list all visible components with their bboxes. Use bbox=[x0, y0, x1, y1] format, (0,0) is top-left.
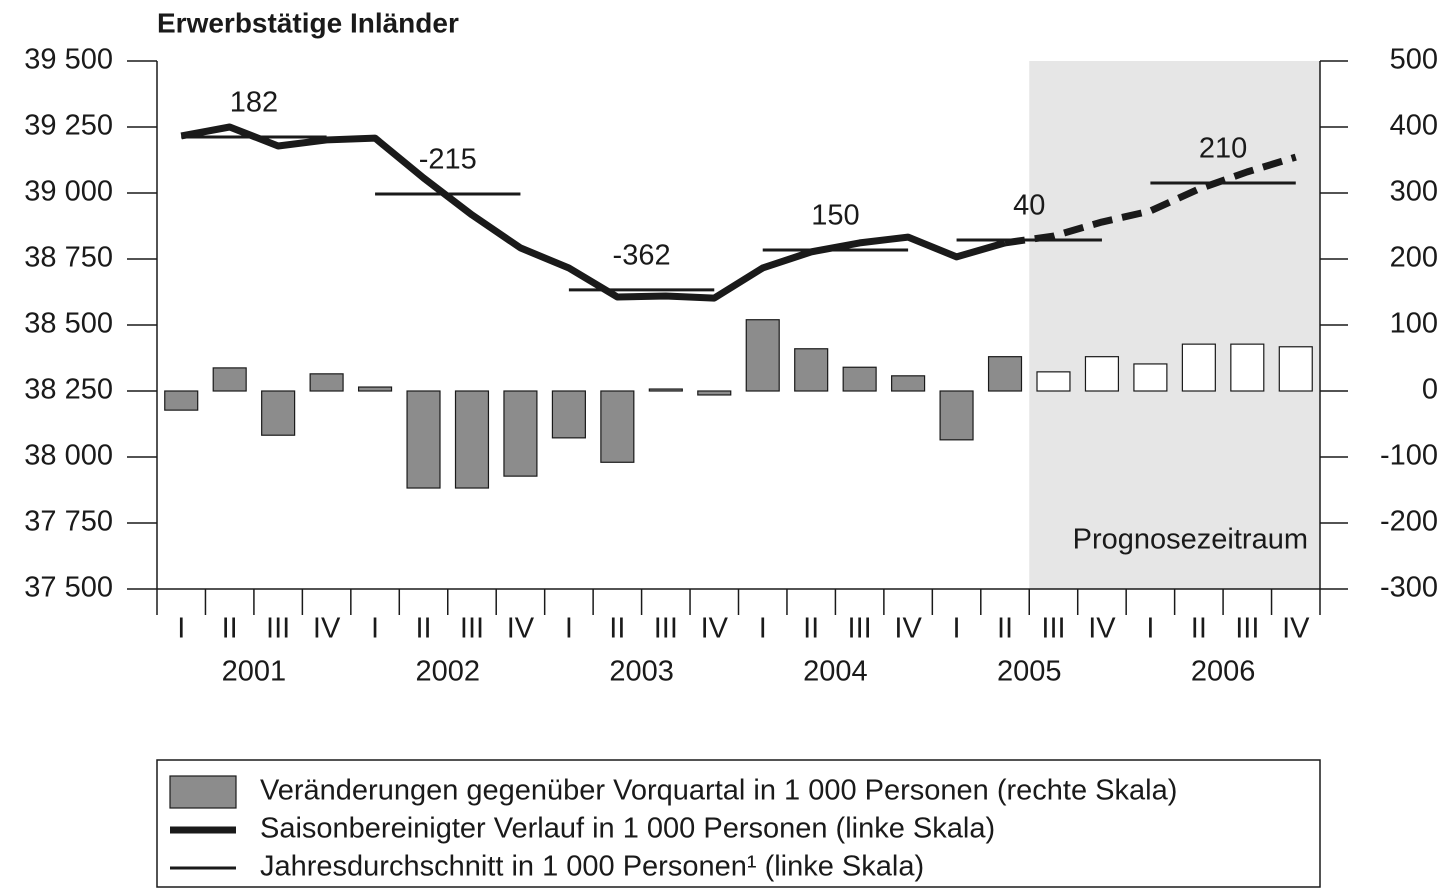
x-tick-label: III bbox=[848, 613, 872, 645]
year-label: 2004 bbox=[803, 656, 868, 688]
legend-label: Jahresdurchschnitt in 1 000 Personen¹ (l… bbox=[260, 851, 924, 883]
bar bbox=[891, 375, 926, 392]
line bbox=[180, 123, 1006, 302]
bar bbox=[987, 356, 1023, 392]
y-tick-label: 38 500 bbox=[24, 308, 113, 340]
y-tick-label: 38 250 bbox=[24, 374, 113, 406]
bar bbox=[551, 390, 586, 439]
bar bbox=[212, 367, 247, 392]
y-tick-label: 39 250 bbox=[24, 110, 113, 142]
year-label: 2006 bbox=[1191, 656, 1256, 688]
bar bbox=[745, 319, 780, 392]
y2-tick-label: -100 bbox=[1380, 440, 1438, 472]
bar bbox=[1181, 343, 1216, 392]
bar bbox=[1084, 356, 1120, 392]
x-tick-label: I bbox=[953, 613, 961, 645]
x-tick-label: III bbox=[654, 613, 678, 645]
year-label: 2002 bbox=[415, 656, 480, 688]
x-tick-label: I bbox=[759, 613, 767, 645]
x-tick-label: IV bbox=[894, 613, 922, 645]
forecast-line bbox=[1004, 153, 1297, 247]
y-tick-label: 39 000 bbox=[24, 176, 113, 208]
x-tick-label: II bbox=[222, 613, 238, 645]
y-tick-label: 37 500 bbox=[24, 572, 113, 604]
annual-change-label: 150 bbox=[811, 200, 859, 232]
y2-tick-label: 500 bbox=[1390, 44, 1438, 76]
y2-tick-label: 0 bbox=[1422, 374, 1438, 406]
x-tick-label: III bbox=[460, 613, 484, 645]
year-label: 2003 bbox=[609, 656, 674, 688]
chart-title: Erwerbstätige Inländer bbox=[157, 7, 459, 38]
x-tick-label: II bbox=[1191, 613, 1207, 645]
x-tick-label: II bbox=[997, 613, 1013, 645]
y2-tick-label: 400 bbox=[1390, 110, 1438, 142]
year-label: 2001 bbox=[222, 656, 287, 688]
bar bbox=[503, 390, 538, 477]
x-tick-label: IV bbox=[1088, 613, 1116, 645]
year-label: 2005 bbox=[997, 656, 1062, 688]
bar bbox=[1278, 346, 1313, 392]
x-tick-label: II bbox=[415, 613, 431, 645]
x-tick-label: I bbox=[371, 613, 379, 645]
bar bbox=[600, 390, 635, 463]
bar bbox=[794, 348, 829, 392]
bar bbox=[261, 390, 296, 436]
y2-tick-label: -200 bbox=[1380, 506, 1438, 538]
y-tick-label: 38 000 bbox=[24, 440, 113, 472]
x-tick-label: IV bbox=[507, 613, 535, 645]
y2-tick-label: 200 bbox=[1390, 242, 1438, 274]
bar bbox=[406, 390, 441, 489]
bar bbox=[1036, 371, 1071, 392]
y2-tick-label: -300 bbox=[1380, 572, 1438, 604]
legend-label: Veränderungen gegenüber Vorquartal in 1 … bbox=[260, 775, 1177, 807]
x-tick-label: II bbox=[803, 613, 819, 645]
annual-change-label: -215 bbox=[419, 144, 477, 176]
annual-change-label: 182 bbox=[230, 87, 278, 119]
y2-tick-label: 100 bbox=[1390, 308, 1438, 340]
annual-change-label: -362 bbox=[613, 240, 671, 272]
x-tick-label: II bbox=[609, 613, 625, 645]
bar bbox=[842, 366, 877, 392]
bar bbox=[454, 390, 490, 489]
x-tick-label: IV bbox=[313, 613, 341, 645]
bar bbox=[648, 388, 683, 392]
x-tick-label: I bbox=[177, 613, 185, 645]
y2-tick-label: 300 bbox=[1390, 176, 1438, 208]
bar bbox=[697, 390, 732, 396]
x-tick-label: III bbox=[266, 613, 290, 645]
legend-label: Saisonbereinigter Verlauf in 1 000 Perso… bbox=[260, 813, 995, 845]
x-tick-label: III bbox=[1235, 613, 1259, 645]
bar bbox=[309, 373, 344, 392]
x-tick-label: I bbox=[565, 613, 573, 645]
annual-change-label: 40 bbox=[1013, 190, 1045, 222]
y-tick-label: 37 750 bbox=[24, 506, 113, 538]
forecast-label: Prognosezeitraum bbox=[1073, 524, 1308, 556]
x-tick-label: IV bbox=[1282, 613, 1310, 645]
bar bbox=[1133, 363, 1168, 392]
bar bbox=[1230, 343, 1265, 392]
x-tick-label: IV bbox=[701, 613, 729, 645]
x-tick-label: III bbox=[1041, 613, 1065, 645]
y-tick-label: 39 500 bbox=[24, 44, 113, 76]
x-tick-label: I bbox=[1146, 613, 1154, 645]
y-tick-label: 38 750 bbox=[24, 242, 113, 274]
legend-swatch bbox=[169, 775, 237, 809]
forecast-region bbox=[1029, 61, 1320, 589]
bar bbox=[164, 390, 199, 411]
legend-box bbox=[156, 759, 1321, 888]
bar bbox=[357, 386, 393, 392]
annual-change-label: 210 bbox=[1199, 133, 1247, 165]
bar bbox=[939, 390, 974, 441]
